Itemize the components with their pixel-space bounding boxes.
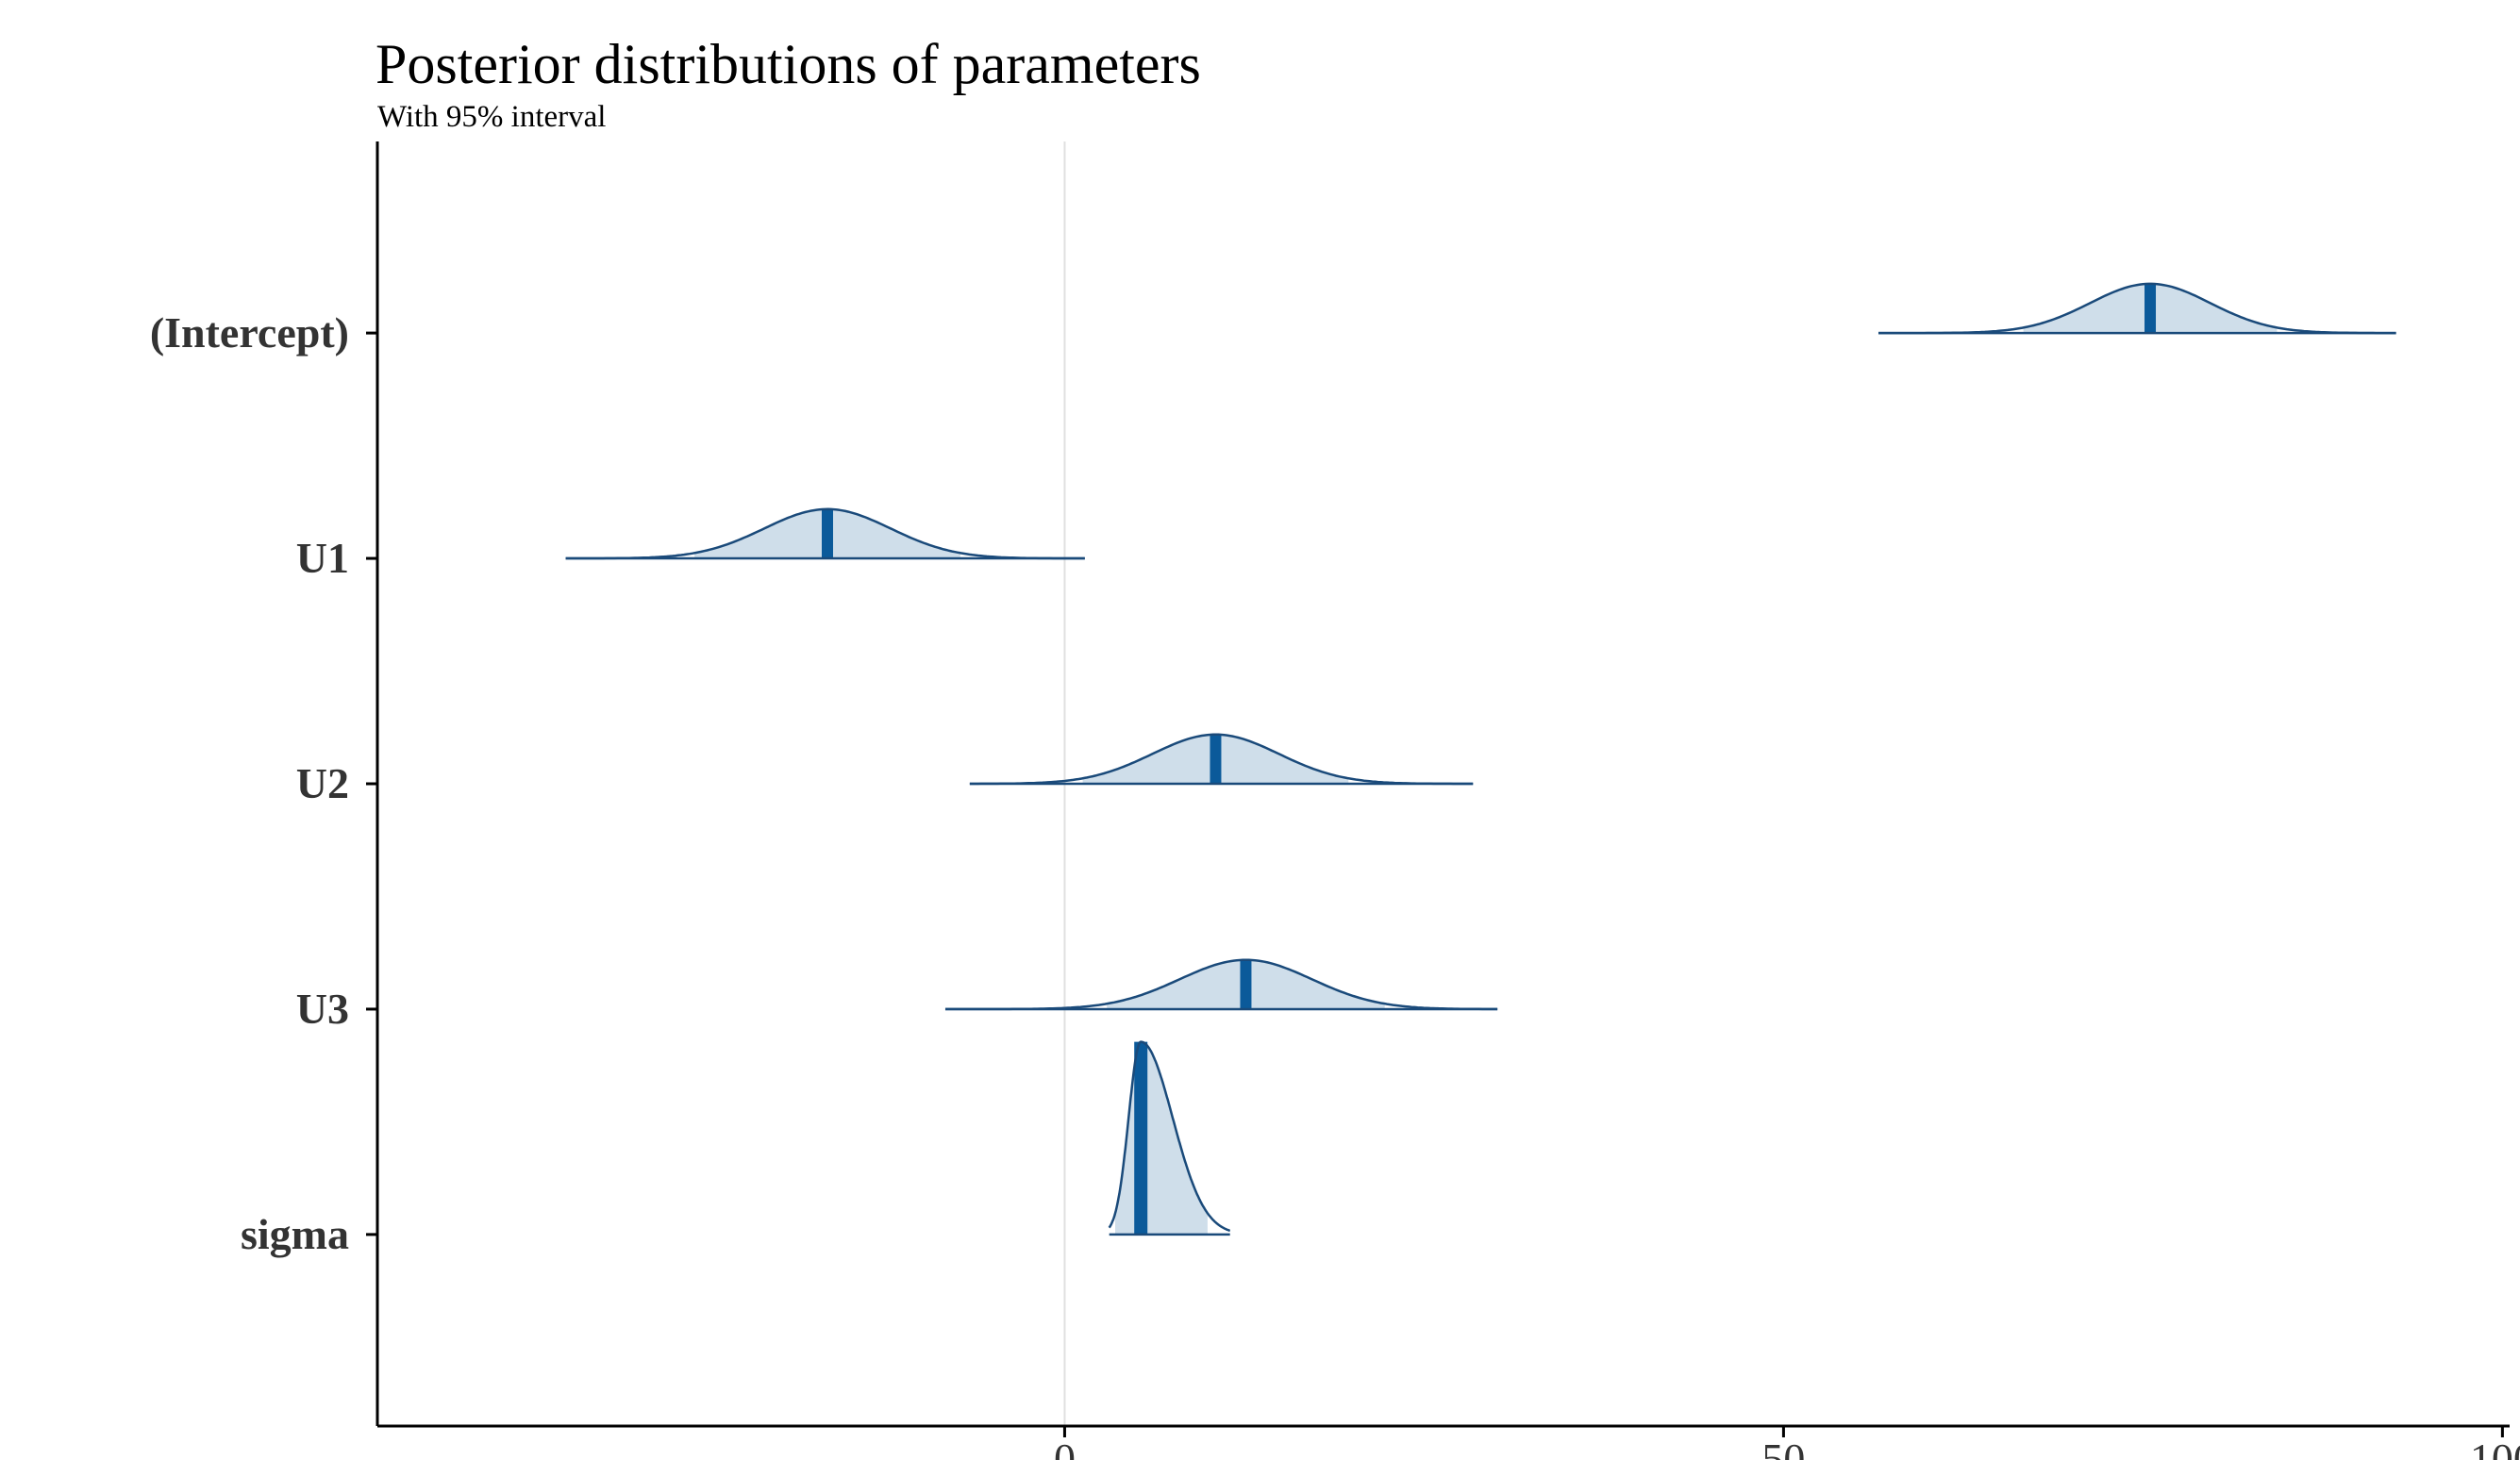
x-tick-label: 100: [2470, 1435, 2520, 1460]
density-marks-layer: [565, 282, 2396, 1236]
chart-subtitle: With 95% interval: [377, 100, 606, 134]
x-tick-label: 0: [1054, 1435, 1076, 1460]
y-tick-label: U1: [296, 534, 349, 582]
density-outline: [1108, 1040, 1231, 1233]
y-tick-label: (Intercept): [150, 308, 349, 357]
y-tick-label: U3: [296, 985, 349, 1033]
y-tick-label: sigma: [241, 1210, 349, 1258]
chart-title: Posterior distributions of parameters: [375, 33, 1201, 95]
x-tick-label: 50: [1761, 1435, 1805, 1460]
axes-layer: (Intercept) U1 U2 U3 sigma 0 50 100: [150, 141, 2520, 1460]
interval-area: [1115, 1041, 1208, 1235]
density-intercept: [1877, 282, 2396, 335]
y-tick-label: U2: [296, 759, 349, 807]
density-u3: [944, 958, 1498, 1011]
density-u2: [969, 733, 1474, 786]
density-sigma: [1108, 1040, 1231, 1236]
density-u1: [565, 507, 1085, 560]
